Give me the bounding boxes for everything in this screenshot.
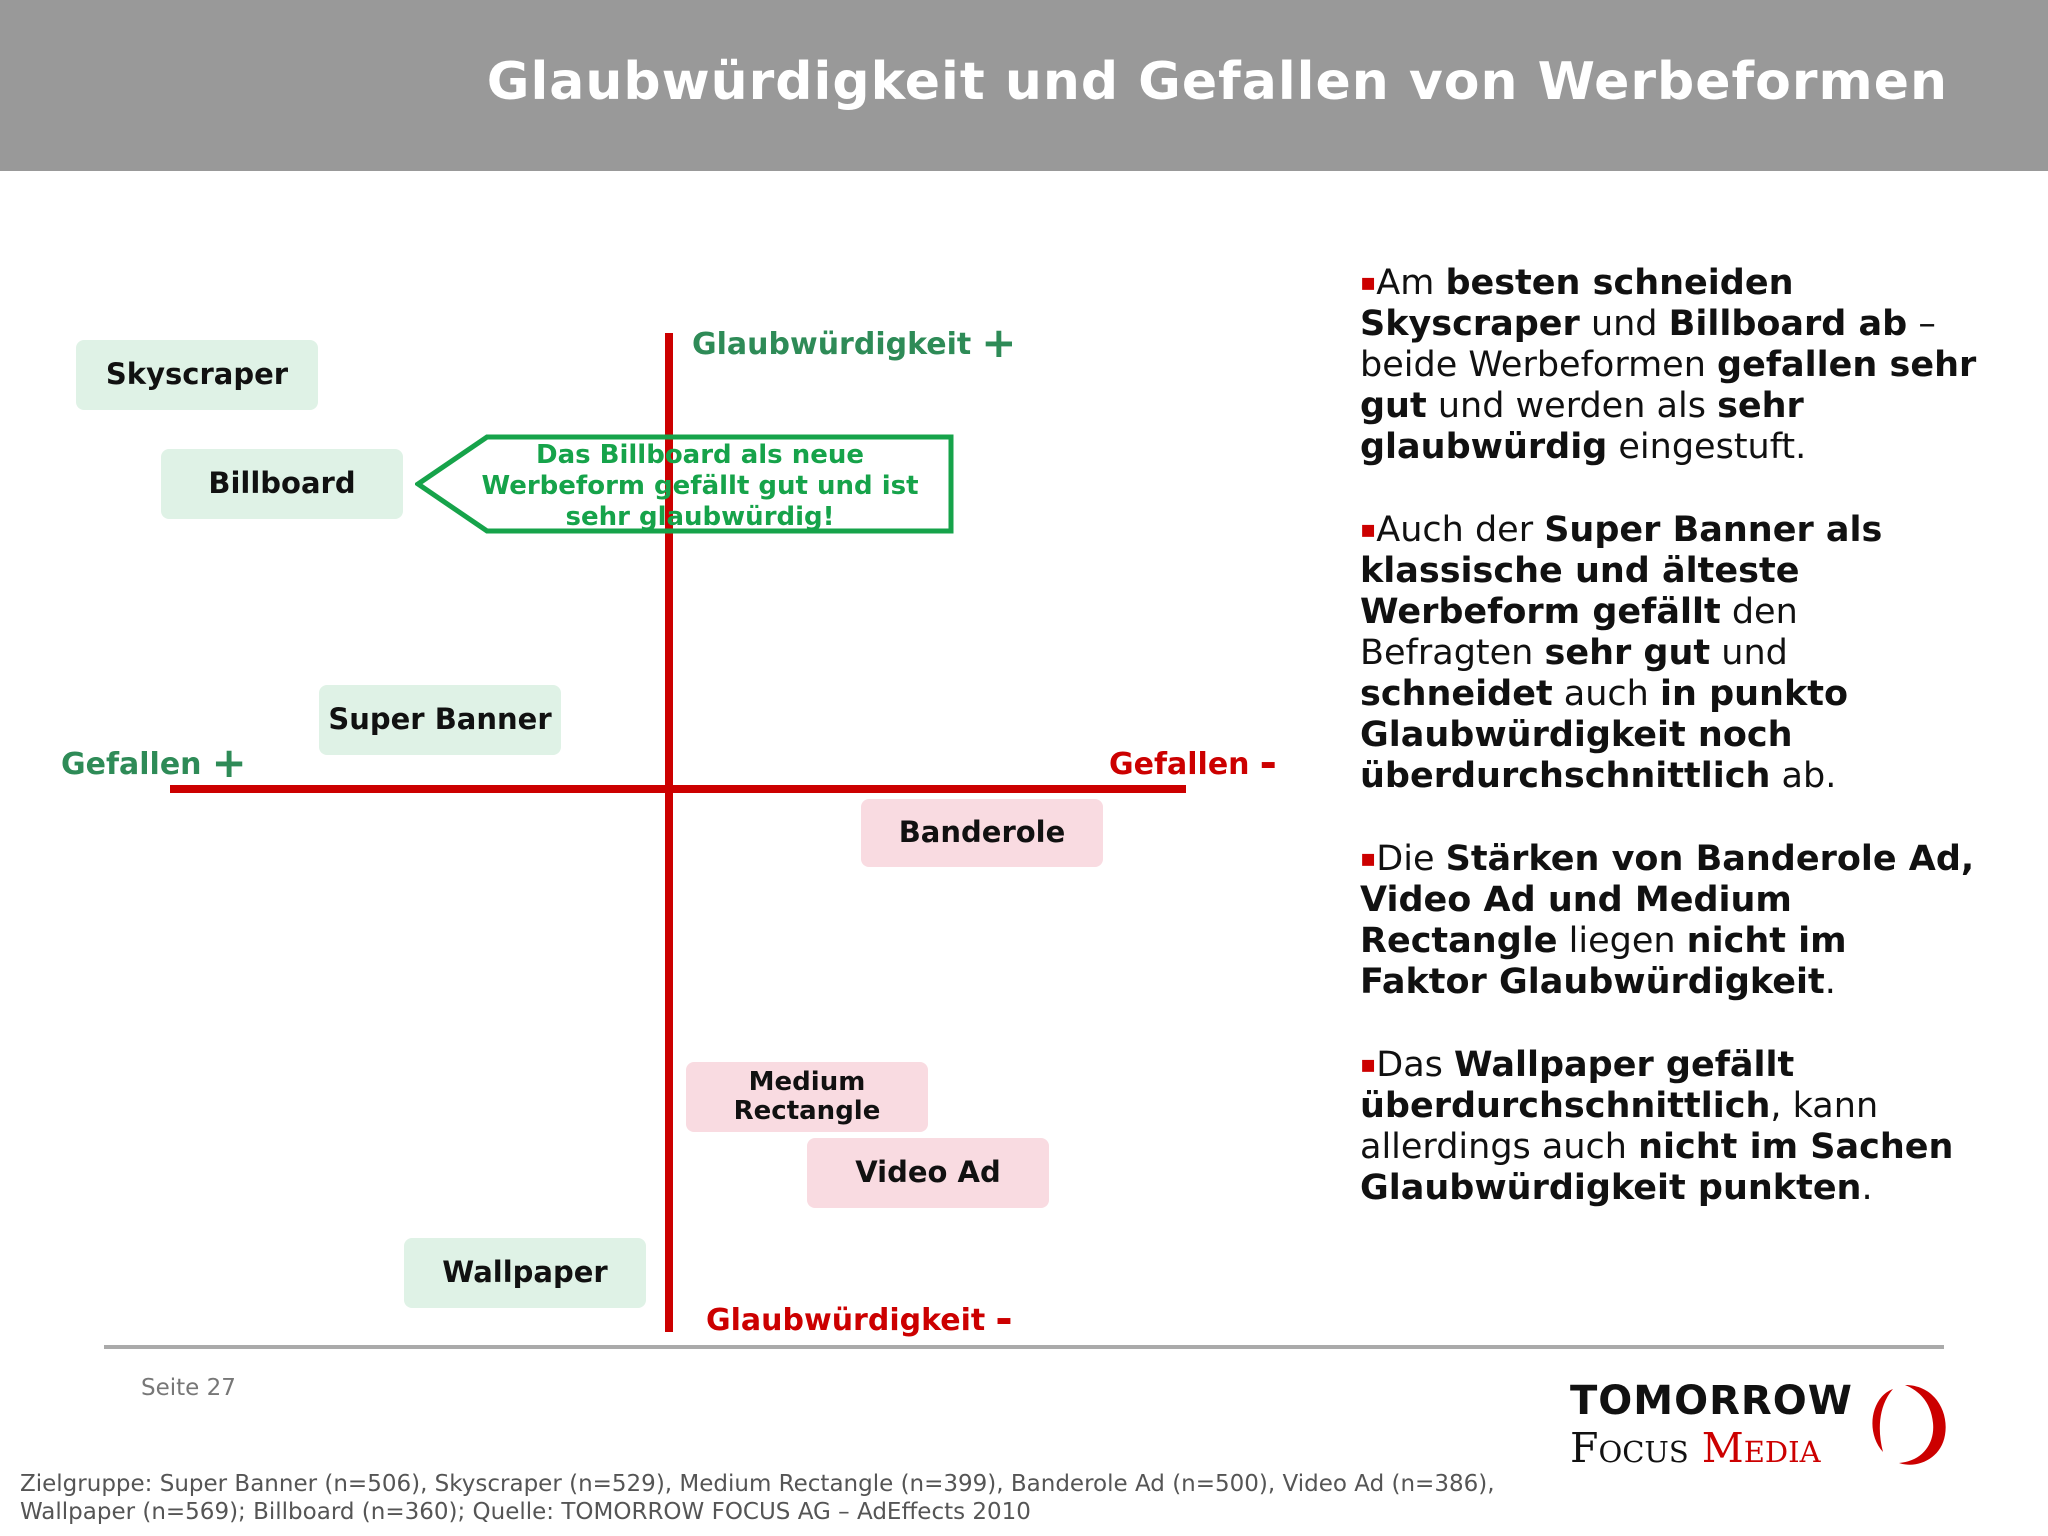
glaubwuerdigkeit-axis xyxy=(665,333,673,1332)
bullet-text: auch xyxy=(1552,674,1660,714)
logo-text-focus-media: Focus Media xyxy=(1570,1424,1821,1472)
footnote-line-1: Zielgruppe: Super Banner (n=506), Skyscr… xyxy=(20,1471,1495,1497)
item-banderole: Banderole xyxy=(861,799,1103,867)
plus-sign: + xyxy=(981,318,1017,367)
bullet-paragraph: ▪Das Wallpaper gefällt überdurchschnittl… xyxy=(1360,1044,1980,1209)
item-billboard: Billboard xyxy=(161,449,403,519)
item-skyscraper: Skyscraper xyxy=(76,340,318,410)
bullet-text-bold: nicht im Sachen Glaubwürdigkeit punkten xyxy=(1360,1127,1954,1208)
bullet-text: . xyxy=(1824,962,1836,1002)
axis-label-bottom-text: Glaubwürdigkeit xyxy=(706,1303,986,1338)
callout-line-1: Das Billboard als neue xyxy=(536,440,864,470)
bullet-text-bold: in punkto Glaubwürdigkeit noch überdurch… xyxy=(1360,674,1849,796)
bullet-paragraph: ▪Die Stärken von Banderole Ad, Video Ad … xyxy=(1360,838,1980,1003)
axis-label-left-text: Gefallen xyxy=(61,747,202,782)
logo-ring-icon xyxy=(1872,1385,1946,1465)
minus-sign: - xyxy=(995,1294,1013,1343)
axis-label-top: Glaubwürdigkeit + xyxy=(692,318,1016,367)
bullet-text-bold: gefallen sehr gut xyxy=(1360,345,1977,426)
bullet-text: liegen xyxy=(1557,921,1687,961)
bullet-text-bold: sehr glaubwürdig xyxy=(1360,386,1804,467)
bullet-text: Auch der xyxy=(1376,510,1545,550)
gefallen-axis xyxy=(170,785,1186,793)
page-number: Seite 27 xyxy=(141,1375,236,1401)
bullet-text-bold: Billboard ab xyxy=(1668,304,1908,344)
axis-label-bottom: Glaubwürdigkeit - xyxy=(706,1294,1013,1343)
item-wallpaper: Wallpaper xyxy=(404,1238,646,1308)
bullet-text: ab. xyxy=(1770,756,1837,796)
bullet-text: und werden als xyxy=(1426,386,1718,426)
bullet-square-icon: ▪ xyxy=(1360,515,1377,543)
bullet-text: , kann allerdings auch xyxy=(1360,1086,1879,1167)
bullet-text: Das xyxy=(1376,1045,1455,1085)
bullet-text-bold: nicht im Faktor Glaubwürdigkeit xyxy=(1360,921,1847,1002)
bullet-text-bold: Stärken von Banderole Ad, Video Ad und M… xyxy=(1360,839,1975,961)
bullet-text: den Befragten xyxy=(1360,592,1798,673)
tomorrow-focus-media-logo: TOMORROW Focus Media xyxy=(1565,1372,1955,1477)
page-title: Glaubwürdigkeit und Gefallen von Werbefo… xyxy=(486,52,1948,112)
bullet-text: und xyxy=(1579,304,1669,344)
callout-line-2: Werbeform gefällt gut und ist xyxy=(481,471,919,501)
footer-divider xyxy=(104,1345,1944,1349)
bullet-paragraph: ▪Auch der Super Banner als klassische un… xyxy=(1360,509,1980,797)
bullet-text-bold: Wallpaper gefällt überdurchschnittlich xyxy=(1360,1045,1795,1126)
bullet-text: Die xyxy=(1376,839,1446,879)
bullet-text: eingestuft. xyxy=(1607,427,1807,467)
bullet-paragraph: ▪Am besten schneiden Skyscraper und Bill… xyxy=(1360,262,1980,468)
callout-text: Das Billboard als neue Werbeform gefällt… xyxy=(470,440,930,533)
item-medium-rectangle-label: Medium Rectangle xyxy=(733,1067,881,1126)
footnote-line-2: Wallpaper (n=569); Billboard (n=360); Qu… xyxy=(20,1499,1031,1525)
item-super-banner: Super Banner xyxy=(319,685,561,755)
axis-label-top-text: Glaubwürdigkeit xyxy=(692,327,972,362)
bullet-text-bold: schneidet xyxy=(1360,674,1553,714)
callout-arrow-shape xyxy=(415,434,954,534)
bullet-square-icon: ▪ xyxy=(1360,268,1377,296)
header-bar: Glaubwürdigkeit und Gefallen von Werbefo… xyxy=(0,0,2048,171)
axis-label-right: Gefallen - xyxy=(1109,738,1277,787)
source-footnote: Zielgruppe: Super Banner (n=506), Skyscr… xyxy=(20,1470,2020,1526)
bullet-text-bold: sehr gut xyxy=(1544,633,1711,673)
logo-text-tomorrow: TOMORROW xyxy=(1570,1378,1853,1424)
bullet-square-icon: ▪ xyxy=(1360,844,1377,872)
item-medium-rectangle: Medium Rectangle xyxy=(686,1062,928,1132)
axis-label-right-text: Gefallen xyxy=(1109,747,1250,782)
bullet-text: . xyxy=(1861,1168,1873,1208)
logo-text-focus: Focus xyxy=(1570,1424,1689,1472)
bullet-square-icon: ▪ xyxy=(1360,1050,1377,1078)
bullet-text: Am xyxy=(1376,263,1446,303)
plus-sign: + xyxy=(211,738,247,787)
logo-text-media: Media xyxy=(1701,1424,1821,1472)
axis-label-left: Gefallen + xyxy=(61,738,247,787)
item-video-ad: Video Ad xyxy=(807,1138,1049,1208)
bullet-text: – beide Werbeformen xyxy=(1360,304,1936,385)
callout-line-3: sehr glaubwürdig! xyxy=(565,502,835,532)
bullet-text: und xyxy=(1710,633,1788,673)
bullet-text-bold: besten schneiden Skyscraper xyxy=(1360,263,1794,344)
bullet-text-bold: Super Banner als klassische und älteste … xyxy=(1360,510,1883,632)
summary-bullets: ▪Am besten schneiden Skyscraper und Bill… xyxy=(1360,262,1980,1250)
minus-sign: - xyxy=(1259,738,1277,787)
